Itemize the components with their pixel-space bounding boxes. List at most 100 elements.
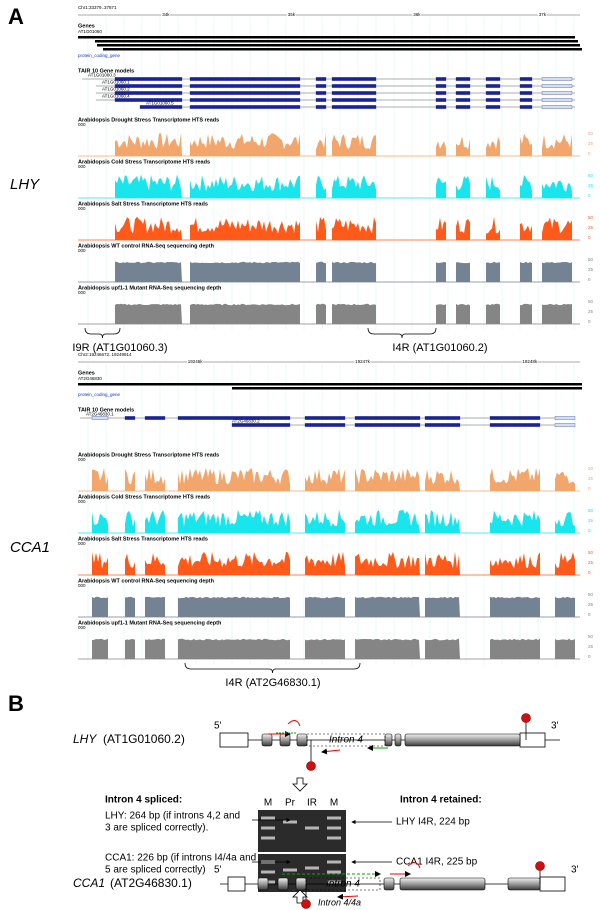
coordinate: Chr2:19246672..19249914 [78,352,132,357]
track-title: Arabidopsis upf1-1 Mutant RNA-Seq sequen… [78,620,222,626]
coverage [305,638,345,659]
exon [331,105,377,109]
track-scale: 50 [588,215,594,220]
track-scale: 50 [588,508,594,513]
coverage [542,134,572,156]
gene-bar [97,44,580,47]
exon [485,105,501,109]
intron-label: Intron 4/4a [318,897,361,907]
exon [304,423,346,427]
track-title: Arabidopsis Salt Stress Transcriptome HT… [78,201,208,207]
coverage [555,552,575,575]
coverage [520,261,532,282]
lane-label: Pr [285,798,296,809]
track-sub: 000 [78,541,86,546]
track-scale: 25 [588,225,594,230]
exon [384,733,393,747]
coverage [486,261,500,282]
note: LHY: 264 bp (if introns 4,2 and [105,811,240,822]
utr [219,732,249,748]
coverage [542,217,572,240]
exon [177,416,291,420]
coverage [115,303,182,324]
track-scale: 0 [588,570,591,575]
primer-r [337,893,359,900]
gene-label: LHY [10,176,40,193]
exon [485,77,501,81]
gel-band [327,816,341,820]
gene-bar [232,387,582,390]
coverage [115,216,182,240]
track-scale: 25 [588,476,594,481]
coverage [332,175,376,198]
utr [519,732,546,748]
exon [485,84,501,88]
exon [354,423,421,427]
gel-band [327,870,341,874]
coverage [305,509,345,533]
exon [114,84,183,88]
primer-r [321,748,341,755]
coverage [456,218,470,240]
exon [114,98,183,102]
exon [354,416,421,420]
track-scale: 25 [588,183,594,188]
gene-id: AT2G46830 [78,376,102,381]
coverage [316,303,326,324]
coverage [425,551,460,575]
ruler-label: 34k [162,12,170,17]
exon [331,84,377,88]
coverage [92,596,108,617]
coverage [92,467,108,491]
exon [277,877,289,891]
model-name: AT2G46830.1 [86,412,114,417]
lane-label: M [264,798,272,809]
gel-band [261,836,275,840]
exon [519,98,533,102]
exon [404,733,521,747]
exon [114,77,183,81]
coverage [520,303,532,324]
intron-box [306,733,386,747]
exon [435,105,447,109]
exon [485,91,501,95]
coverage [145,468,165,491]
coverage [520,174,532,198]
track-scale: 50 [588,634,594,639]
model-name: AT2G46830.2 [232,419,260,424]
track-scale: 0 [588,319,591,324]
coverage [125,468,135,491]
coverage [436,141,446,156]
coverage [555,596,575,617]
coverage [145,596,165,617]
intron-label: Intron 4 [329,735,363,746]
ruler-label: 19248k [522,359,538,364]
gel-band [327,826,341,830]
track-scale: 25 [588,644,594,649]
coverage [555,638,575,659]
track-scale: 0 [588,612,591,617]
exon [331,98,377,102]
track-title: Genes [78,370,95,376]
track-scale: 50 [588,592,594,597]
exon [455,91,471,95]
track-title: TAIR 10 Gene models [78,68,134,74]
gel-band [283,868,297,872]
coverage [456,262,470,282]
brace [84,327,121,339]
exon [455,105,471,109]
ruler-label: 35k [288,12,296,17]
track-scale: 25 [588,267,594,272]
coverage [436,261,446,282]
exon [261,733,273,747]
ruler-label: 19246k [188,359,204,364]
coverage [190,217,300,240]
exon [435,77,447,81]
exon [296,733,308,747]
coverage [178,596,290,617]
coverage [425,638,460,659]
coverage [486,303,500,324]
exon [424,416,461,420]
genome-browser: Chr2:19246672..19249914 19246k 19247k 19248… [10,352,594,689]
exon [554,416,576,420]
